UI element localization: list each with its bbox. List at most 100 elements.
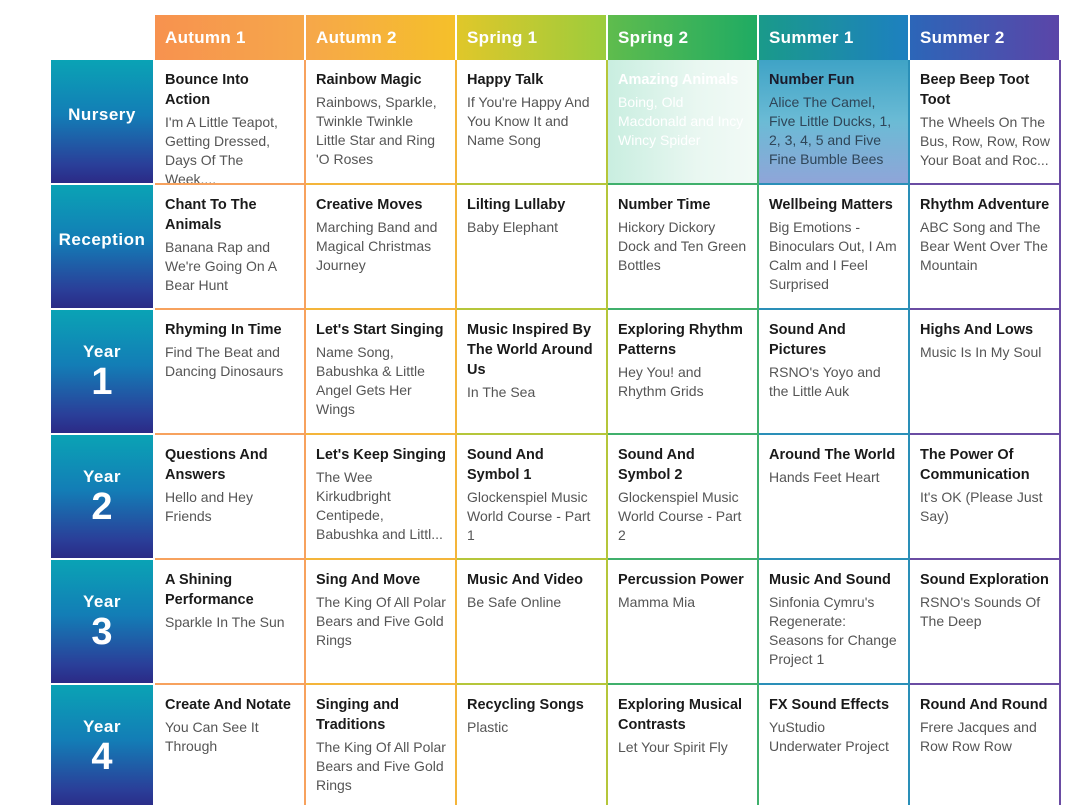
unit-title: Recycling Songs (467, 697, 584, 713)
unit-card[interactable]: Bounce Into Action I'm A Little Teapot, G… (155, 60, 306, 185)
unit-card[interactable]: Beep Beep Toot Toot The Wheels On The Bus… (910, 60, 1061, 185)
unit-title: Percussion Power (618, 572, 744, 588)
unit-card[interactable]: Sound And Symbol 2 Glockenspiel Music Wor… (608, 435, 759, 560)
unit-songs: Plastic (467, 719, 509, 735)
unit-card[interactable]: Sound And Symbol 1 Glockenspiel Music Wor… (457, 435, 608, 560)
unit-card[interactable]: Music And Video Be Safe Online (457, 560, 608, 685)
unit-card[interactable]: Create And Notate You Can See It Through (155, 685, 306, 805)
unit-title: Around The World (769, 447, 896, 463)
unit-songs: The Wee Kirkudbright Centipede, Babushka… (316, 469, 443, 542)
row-label-nursery: Nursery (51, 60, 153, 185)
unit-card[interactable]: Singing and Traditions The King Of All Po… (306, 685, 457, 805)
unit-title: Bounce Into Action (165, 72, 249, 108)
unit-songs: Marching Band and Magical Christmas Jour… (316, 219, 438, 273)
row-label-word: Year (83, 716, 121, 736)
row-label-reception: Reception (51, 185, 153, 310)
unit-songs: Sinfonia Cymru's Regenerate: Seasons for… (769, 594, 897, 667)
row-label-word: Year (83, 341, 121, 361)
unit-songs: Find The Beat and Dancing Dinosaurs (165, 344, 284, 379)
unit-title: Sound Exploration (920, 572, 1049, 588)
unit-songs: Be Safe Online (467, 594, 562, 610)
unit-title: Lilting Lullaby (467, 197, 566, 213)
unit-card[interactable]: Rainbow Magic Rainbows, Sparkle, Twinkle … (306, 60, 457, 185)
row-label-word: Reception (58, 229, 146, 249)
top-spacer (0, 0, 1061, 15)
term-header-spring-1: Spring 1 (457, 15, 608, 60)
unit-card[interactable]: Rhyming In Time Find The Beat and Dancing… (155, 310, 306, 435)
unit-card[interactable]: Lilting Lullaby Baby Elephant (457, 185, 608, 310)
unit-title: Round And Round (920, 697, 1048, 713)
unit-songs: In The Sea (467, 384, 536, 400)
row-label-number: 1 (91, 360, 113, 403)
unit-songs: I'm A Little Teapot, Getting Dressed, Da… (165, 114, 278, 185)
unit-title: Music And Video (467, 572, 584, 588)
unit-title: Rhythm Adventure (920, 197, 1050, 213)
unit-card[interactable]: Recycling Songs Plastic (457, 685, 608, 805)
unit-card[interactable]: Sing And Move The King Of All Polar Bears… (306, 560, 457, 685)
unit-title: Exploring Musical Contrasts (618, 697, 743, 733)
unit-title: Sound And Pictures (769, 322, 846, 358)
unit-songs: Glockenspiel Music World Course - Part 2 (618, 489, 742, 543)
unit-card[interactable]: A Shining Performance Sparkle In The Sun (155, 560, 306, 685)
unit-card[interactable]: Round And Round Frere Jacques and Row Row… (910, 685, 1061, 805)
unit-card[interactable]: Rhythm Adventure ABC Song and The Bear We… (910, 185, 1061, 310)
unit-title: Exploring Rhythm Patterns (618, 322, 743, 358)
unit-songs: If You're Happy And You Know It and Name… (467, 94, 590, 148)
unit-card[interactable]: Exploring Rhythm Patterns Hey You! and Rh… (608, 310, 759, 435)
unit-card[interactable]: Chant To The Animals Banana Rap and We're… (155, 185, 306, 310)
unit-card[interactable]: Let's Start Singing Name Song, Babushka &… (306, 310, 457, 435)
unit-title: Chant To The Animals (165, 197, 257, 233)
unit-card[interactable]: Highs And Lows Music Is In My Soul (910, 310, 1061, 435)
unit-card[interactable]: Number Fun Alice The Camel, Five Little D… (759, 60, 910, 185)
unit-card[interactable]: Creative Moves Marching Band and Magical … (306, 185, 457, 310)
unit-title: Music Inspired By The World Around Us (467, 322, 593, 378)
unit-songs: Boing, Old Macdonald and Incy Wincy Spid… (618, 94, 744, 148)
unit-card[interactable]: Wellbeing Matters Big Emotions - Binocula… (759, 185, 910, 310)
term-header-autumn-2: Autumn 2 (306, 15, 457, 60)
unit-songs: Let Your Spirit Fly (618, 739, 728, 755)
unit-songs: Frere Jacques and Row Row Row (920, 719, 1037, 754)
unit-card[interactable]: Percussion Power Mamma Mia (608, 560, 759, 685)
unit-songs: RSNO's Yoyo and the Little Auk (769, 364, 881, 399)
unit-title: The Power Of Communication (920, 447, 1030, 483)
row-label-number: 4 (91, 735, 113, 778)
unit-songs: Baby Elephant (467, 219, 559, 235)
unit-title: Sound And Symbol 2 (618, 447, 695, 483)
unit-title: Rainbow Magic (316, 72, 422, 88)
unit-card[interactable]: Exploring Musical Contrasts Let Your Spir… (608, 685, 759, 805)
unit-card[interactable]: Number Time Hickory Dickory Dock and Ten … (608, 185, 759, 310)
unit-card[interactable]: Happy Talk If You're Happy And You Know I… (457, 60, 608, 185)
unit-songs: It's OK (Please Just Say) (920, 489, 1043, 524)
term-header-spring-2: Spring 2 (608, 15, 759, 60)
unit-songs: Hey You! and Rhythm Grids (618, 364, 704, 399)
unit-title: Questions And Answers (165, 447, 268, 483)
unit-songs: You Can See It Through (165, 719, 259, 754)
unit-title: Number Time (618, 197, 711, 213)
row-label-number: 3 (91, 610, 113, 653)
unit-card[interactable]: FX Sound Effects YuStudio Underwater Proj… (759, 685, 910, 805)
unit-songs: Alice The Camel, Five Little Ducks, 1, 2… (769, 94, 892, 167)
unit-card[interactable]: Sound And Pictures RSNO's Yoyo and the Li… (759, 310, 910, 435)
unit-songs: Hands Feet Heart (769, 469, 880, 485)
unit-card[interactable]: Around The World Hands Feet Heart (759, 435, 910, 560)
unit-title: Beep Beep Toot Toot (920, 72, 1030, 108)
unit-songs: Banana Rap and We're Going On A Bear Hun… (165, 239, 277, 293)
unit-title: Number Fun (769, 72, 855, 88)
unit-card[interactable]: Let's Keep Singing The Wee Kirkudbright C… (306, 435, 457, 560)
row-label-year-2: Year 2 (51, 435, 153, 560)
unit-songs: Hello and Hey Friends (165, 489, 253, 524)
term-header-summer-2: Summer 2 (910, 15, 1061, 60)
unit-card[interactable]: Questions And Answers Hello and Hey Frien… (155, 435, 306, 560)
unit-card[interactable]: The Power Of Communication It's OK (Pleas… (910, 435, 1061, 560)
unit-title: Sound And Symbol 1 (467, 447, 544, 483)
unit-songs: Glockenspiel Music World Course - Part 1 (467, 489, 591, 543)
unit-card[interactable]: Music And Sound Sinfonia Cymru's Regenera… (759, 560, 910, 685)
unit-title: Let's Keep Singing (316, 447, 446, 463)
unit-title: A Shining Performance (165, 572, 254, 608)
unit-title: Singing and Traditions (316, 697, 399, 733)
unit-title: Amazing Animals (618, 72, 739, 88)
unit-card[interactable]: Amazing Animals Boing, Old Macdonald and … (608, 60, 759, 185)
unit-card[interactable]: Sound Exploration RSNO's Sounds Of The De… (910, 560, 1061, 685)
unit-card[interactable]: Music Inspired By The World Around Us In … (457, 310, 608, 435)
